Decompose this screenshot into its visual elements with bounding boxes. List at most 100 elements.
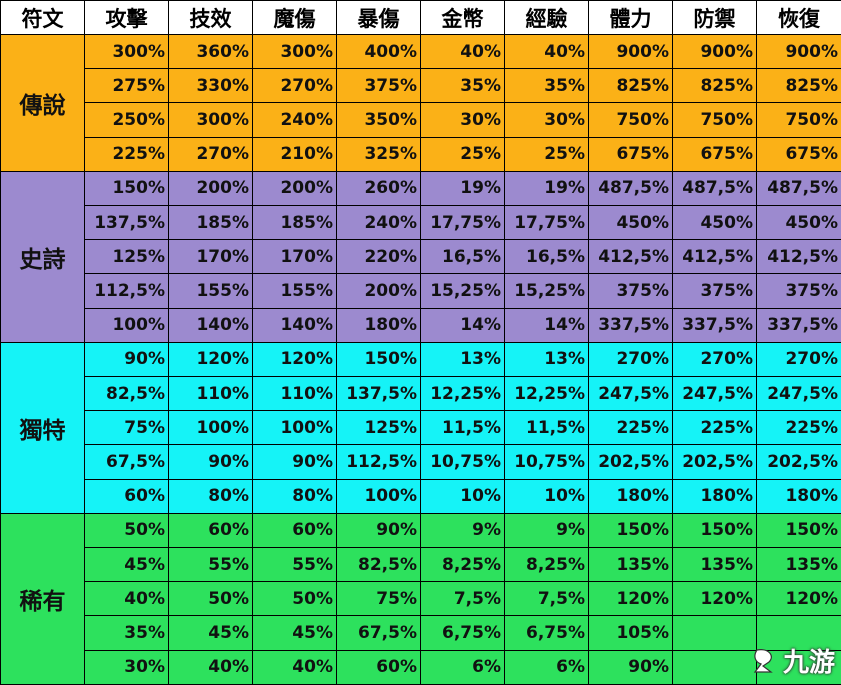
table-cell: 82,5%	[85, 377, 169, 411]
table-cell: 60%	[337, 650, 421, 684]
table-cell: 7,5%	[505, 582, 589, 616]
table-cell: 487,5%	[673, 171, 757, 205]
table-cell: 16,5%	[505, 240, 589, 274]
table-cell: 250%	[85, 103, 169, 137]
table-cell: 180%	[337, 308, 421, 342]
table-cell: 17,75%	[505, 206, 589, 240]
header-column: 恢復	[757, 1, 841, 35]
table-cell: 35%	[505, 69, 589, 103]
table-cell: 6,75%	[505, 616, 589, 650]
table-cell: 900%	[589, 35, 673, 69]
table-cell: 412,5%	[589, 240, 673, 274]
table-cell: 110%	[253, 377, 337, 411]
header-column: 防禦	[673, 1, 757, 35]
table-cell: 750%	[673, 103, 757, 137]
table-cell: 40%	[253, 650, 337, 684]
table-cell: 135%	[757, 548, 841, 582]
table-cell: 50%	[85, 513, 169, 547]
table-cell: 45%	[85, 548, 169, 582]
table-cell: 35%	[85, 616, 169, 650]
table-cell: 10%	[505, 479, 589, 513]
table-cell: 14%	[421, 308, 505, 342]
table-cell: 185%	[169, 206, 253, 240]
table-cell: 13%	[505, 342, 589, 376]
table-cell: 450%	[673, 206, 757, 240]
table-cell: 180%	[673, 479, 757, 513]
table-cell: 12,25%	[421, 377, 505, 411]
table-cell: 90%	[85, 342, 169, 376]
table-cell: 90%	[169, 445, 253, 479]
table-cell: 50%	[169, 582, 253, 616]
table-cell: 200%	[253, 171, 337, 205]
table-cell: 180%	[589, 479, 673, 513]
table-cell: 225%	[757, 411, 841, 445]
header-column: 技效	[169, 1, 253, 35]
table-row: 30%40%40%60%6%6%90%	[1, 650, 841, 684]
table-cell: 155%	[253, 274, 337, 308]
table-cell: 120%	[757, 582, 841, 616]
table-cell: 60%	[253, 513, 337, 547]
table-cell: 135%	[589, 548, 673, 582]
table-cell: 75%	[85, 411, 169, 445]
table-cell: 150%	[85, 171, 169, 205]
table-cell: 9%	[505, 513, 589, 547]
table-cell: 260%	[337, 171, 421, 205]
table-cell	[673, 616, 757, 650]
table-cell: 12,25%	[505, 377, 589, 411]
table-cell: 825%	[589, 69, 673, 103]
table-cell: 200%	[169, 171, 253, 205]
table-cell: 35%	[421, 69, 505, 103]
table-cell: 25%	[421, 137, 505, 171]
table-cell: 240%	[253, 103, 337, 137]
table-cell: 7,5%	[421, 582, 505, 616]
table-cell: 105%	[589, 616, 673, 650]
table-cell: 60%	[169, 513, 253, 547]
table-cell: 19%	[421, 171, 505, 205]
table-cell: 202,5%	[589, 445, 673, 479]
table-cell: 155%	[169, 274, 253, 308]
table-cell: 270%	[169, 137, 253, 171]
table-cell: 25%	[505, 137, 589, 171]
table-row: 75%100%100%125%11,5%11,5%225%225%225%	[1, 411, 841, 445]
table-cell: 112,5%	[337, 445, 421, 479]
table-cell: 150%	[673, 513, 757, 547]
table-cell: 120%	[253, 342, 337, 376]
table-cell: 350%	[337, 103, 421, 137]
table-cell: 67,5%	[85, 445, 169, 479]
table-cell: 487,5%	[589, 171, 673, 205]
table-cell	[757, 616, 841, 650]
table-cell: 900%	[757, 35, 841, 69]
table-cell: 100%	[85, 308, 169, 342]
table-cell: 80%	[169, 479, 253, 513]
table-cell: 675%	[757, 137, 841, 171]
table-cell: 200%	[337, 274, 421, 308]
table-cell: 825%	[673, 69, 757, 103]
table-cell: 11,5%	[505, 411, 589, 445]
table-cell: 150%	[757, 513, 841, 547]
table-cell: 337,5%	[757, 308, 841, 342]
header-column: 金幣	[421, 1, 505, 35]
table-row: 40%50%50%75%7,5%7,5%120%120%120%	[1, 582, 841, 616]
table-cell: 30%	[505, 103, 589, 137]
table-cell: 125%	[337, 411, 421, 445]
table-cell: 220%	[337, 240, 421, 274]
table-cell: 375%	[337, 69, 421, 103]
table-cell: 825%	[757, 69, 841, 103]
table-cell: 60%	[85, 479, 169, 513]
table-cell: 140%	[253, 308, 337, 342]
table-cell: 180%	[757, 479, 841, 513]
table-cell: 120%	[169, 342, 253, 376]
table-cell: 337,5%	[673, 308, 757, 342]
table-cell: 80%	[253, 479, 337, 513]
table-row: 82,5%110%110%137,5%12,25%12,25%247,5%247…	[1, 377, 841, 411]
table-cell: 337,5%	[589, 308, 673, 342]
tier-label: 傳說	[1, 35, 85, 172]
table-cell: 270%	[589, 342, 673, 376]
table-cell: 450%	[757, 206, 841, 240]
table-cell: 8,25%	[421, 548, 505, 582]
table-cell: 487,5%	[757, 171, 841, 205]
table-cell: 30%	[421, 103, 505, 137]
